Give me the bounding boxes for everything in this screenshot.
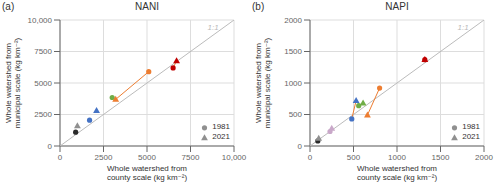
html-text:(a): (a)	[2, 1, 15, 12]
svg-text:Whole watershed from: Whole watershed from	[254, 43, 263, 123]
svg-text:1000: 1000	[388, 153, 406, 162]
svg-text:municipal scale (kg km⁻²): municipal scale (kg km⁻²)	[263, 37, 272, 128]
svg-text:county scale (kg km⁻²): county scale (kg km⁻²)	[357, 173, 438, 182]
svg-text:1:1: 1:1	[458, 23, 469, 32]
svg-text:0: 0	[298, 142, 303, 151]
svg-text:1:1: 1:1	[208, 23, 219, 32]
svg-text:2000: 2000	[475, 153, 492, 162]
svg-text:county scale (kg km⁻²): county scale (kg km⁻²)	[107, 173, 188, 182]
svg-text:2000: 2000	[284, 16, 302, 25]
svg-text:5000: 5000	[34, 79, 52, 88]
html-text:2021: 2021	[462, 132, 480, 141]
html-text:(b): (b)	[252, 1, 265, 12]
svg-text:municipal scale (kg km⁻²): municipal scale (kg km⁻²)	[13, 37, 22, 128]
svg-text:10,000: 10,000	[222, 153, 247, 162]
svg-text:0: 0	[308, 153, 313, 162]
svg-text:Whole watershed from: Whole watershed from	[107, 164, 187, 173]
html-text:NANI: NANI	[135, 1, 159, 12]
svg-text:7500: 7500	[182, 153, 200, 162]
html-text:2021: 2021	[212, 132, 230, 141]
svg-text:0: 0	[58, 153, 63, 162]
svg-text:500: 500	[347, 153, 361, 162]
svg-text:2500: 2500	[34, 110, 52, 119]
svg-text:2500: 2500	[95, 153, 113, 162]
svg-text:10,000: 10,000	[28, 16, 53, 25]
html-text:1981: 1981	[212, 122, 230, 131]
svg-text:1500: 1500	[284, 47, 302, 56]
svg-text:1500: 1500	[432, 153, 450, 162]
html-text:1981: 1981	[462, 122, 480, 131]
svg-text:500: 500	[289, 110, 303, 119]
html-text:NAPI: NAPI	[385, 1, 409, 12]
svg-text:Whole watershed from: Whole watershed from	[357, 164, 437, 173]
svg-text:5000: 5000	[138, 153, 156, 162]
svg-text:0: 0	[48, 142, 53, 151]
svg-text:7500: 7500	[34, 47, 52, 56]
svg-text:1000: 1000	[284, 79, 302, 88]
